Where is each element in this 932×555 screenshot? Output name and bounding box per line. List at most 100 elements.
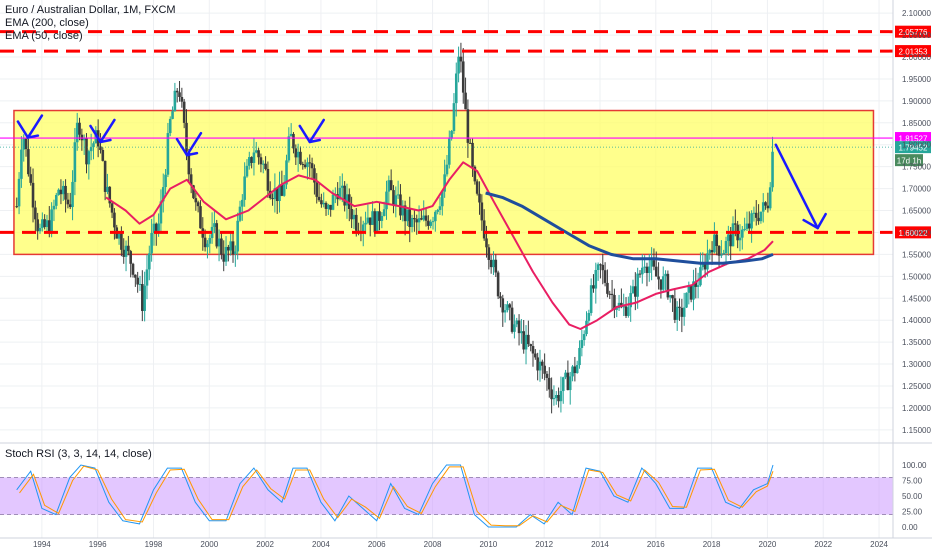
candle-body <box>571 366 574 377</box>
candle-body <box>443 174 446 192</box>
candle-body <box>564 372 567 378</box>
candle-body <box>306 162 309 168</box>
candle-body <box>471 142 474 167</box>
candle-body <box>164 174 167 188</box>
candle-body <box>408 209 412 228</box>
candle-body <box>136 277 139 285</box>
candle-body <box>699 267 702 286</box>
candle-body <box>529 344 532 347</box>
y-tick-label: 1.20000 <box>902 404 931 413</box>
candle-body <box>331 194 335 210</box>
candle-body <box>120 233 123 250</box>
rsi-tick-label: 50.00 <box>902 492 923 501</box>
candle-body <box>322 202 326 205</box>
candle-body <box>38 227 42 232</box>
candle-body <box>722 253 726 255</box>
candle-body <box>573 366 577 374</box>
candle-body <box>734 223 737 225</box>
candle-body <box>592 285 595 289</box>
candle-body <box>710 250 714 253</box>
candle-body <box>550 389 553 400</box>
candle-body <box>85 138 88 165</box>
candle-body <box>485 238 488 248</box>
candle-body <box>508 304 512 308</box>
candle-body <box>696 285 700 287</box>
candle-body <box>554 394 558 398</box>
check-arrow-tail <box>26 134 40 139</box>
candle-body <box>668 295 672 298</box>
x-tick-label: 2008 <box>424 540 442 549</box>
candle-body <box>575 365 579 374</box>
candle-body <box>489 259 493 268</box>
x-tick-label: 1996 <box>89 540 107 549</box>
candle-body <box>396 194 400 196</box>
candle-body <box>113 212 116 228</box>
candle-body <box>371 211 374 225</box>
candle-body <box>289 133 293 137</box>
candle-body <box>636 273 639 297</box>
candle-body <box>434 211 437 222</box>
candle-body <box>661 276 665 290</box>
x-tick-label: 2014 <box>591 540 609 549</box>
candle-body <box>147 253 151 270</box>
candle-body <box>173 90 177 112</box>
candle-body <box>729 234 732 247</box>
candle-body <box>445 164 449 175</box>
candle-body <box>673 298 677 320</box>
candle-body <box>75 122 79 143</box>
candle-body <box>317 196 321 201</box>
candle-body <box>738 237 742 241</box>
candle-body <box>192 185 195 199</box>
x-tick-label: 2004 <box>312 540 330 549</box>
y-tick-label: 2.00000 <box>902 53 931 62</box>
candle-body <box>487 247 491 260</box>
candle-body <box>615 308 619 310</box>
annotation-layer <box>16 114 827 230</box>
level-label-bg <box>895 45 931 58</box>
candle-body <box>461 61 465 93</box>
candle-body <box>364 222 367 225</box>
candle-body <box>427 220 430 226</box>
candle-body <box>580 340 584 348</box>
candle-body <box>161 187 165 202</box>
candle-body <box>287 136 291 161</box>
ema200-label: EMA (200, close) <box>5 17 89 29</box>
candle-body <box>687 285 691 293</box>
candle-body <box>706 253 709 270</box>
candle-body <box>713 234 716 253</box>
candle-body <box>110 203 114 213</box>
candle-body <box>694 281 698 287</box>
countdown-label: 17d 1h <box>897 157 921 166</box>
current-price-bg <box>895 141 931 154</box>
candle-body <box>541 361 544 366</box>
candle-body <box>247 157 251 166</box>
candle-body <box>282 184 286 196</box>
candle-body <box>341 185 344 188</box>
candle-body <box>545 373 549 378</box>
candle-body <box>89 147 93 152</box>
candle-body <box>759 211 763 222</box>
candle-body <box>157 223 160 231</box>
countdown-bg <box>895 154 923 167</box>
candle-body <box>587 313 591 321</box>
candle-body <box>385 191 388 210</box>
candle-body <box>296 151 300 158</box>
candle-body <box>606 282 609 294</box>
candle-body <box>217 238 221 247</box>
candle-body <box>271 198 274 200</box>
candle-body <box>350 209 353 220</box>
candle-body <box>717 246 721 256</box>
candle-body <box>64 185 67 200</box>
x-tick-label: 2020 <box>759 540 777 549</box>
candle-body <box>43 219 46 228</box>
current-price-label: 1.79452 <box>899 144 928 153</box>
candle-body <box>73 142 77 182</box>
candle-body <box>178 92 181 97</box>
candle-body <box>171 111 174 119</box>
candle-body <box>57 189 60 195</box>
x-tick-label: 2018 <box>703 540 721 549</box>
candle-body <box>501 298 505 313</box>
candle-body <box>417 218 421 223</box>
